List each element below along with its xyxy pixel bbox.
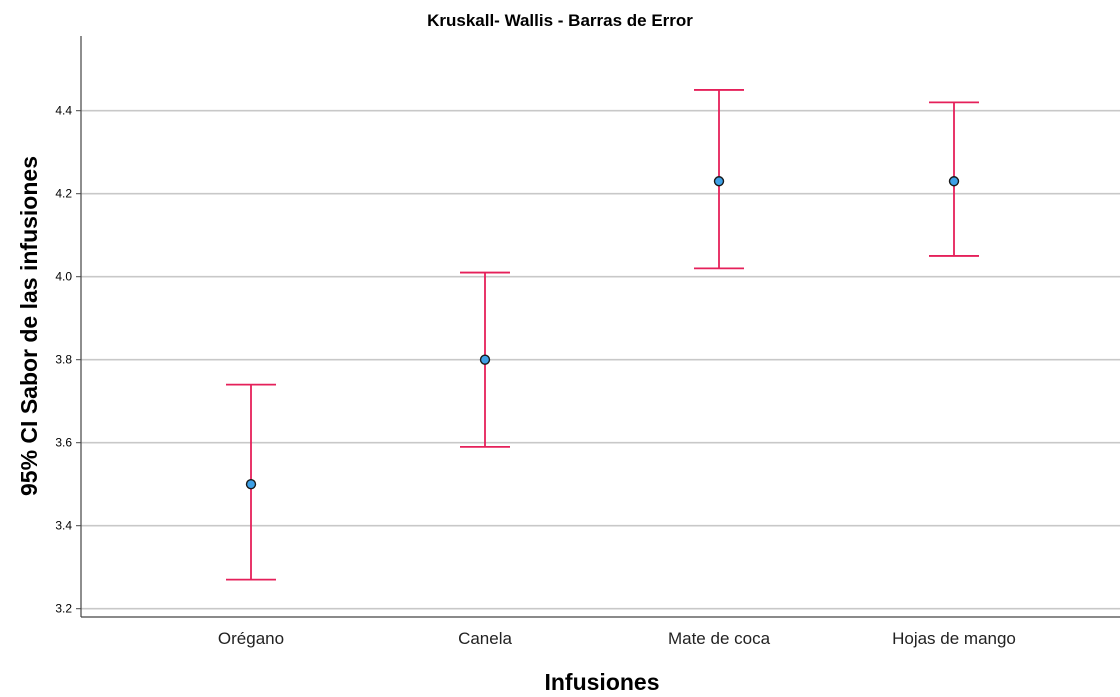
y-tick-label: 4.4	[55, 104, 72, 118]
gridlines	[81, 109, 1120, 610]
y-axis-ticks: 3.2 3.4 3.6 3.8 4.0 4.2 4.4	[55, 104, 81, 616]
error-bar-group	[460, 271, 510, 448]
x-tick-label: Hojas de mango	[892, 629, 1016, 648]
error-bars	[226, 89, 979, 581]
error-bar-group	[929, 101, 979, 257]
mean-point	[479, 354, 491, 365]
x-axis-ticks: Orégano Canela Mate de coca Hojas de mango	[218, 629, 1016, 648]
x-tick-label: Canela	[458, 629, 512, 648]
mean-point	[713, 176, 725, 187]
x-tick-label: Orégano	[218, 629, 284, 648]
error-bar-group	[226, 383, 276, 581]
y-tick-label: 3.8	[55, 353, 72, 367]
mean-point	[948, 176, 960, 187]
y-tick-label: 4.2	[55, 187, 72, 201]
y-tick-label: 3.6	[55, 436, 72, 450]
y-tick-label: 4.0	[55, 270, 72, 284]
chart-title: Kruskall- Wallis - Barras de Error	[427, 11, 693, 30]
y-tick-label: 3.4	[55, 519, 72, 533]
x-tick-label: Mate de coca	[668, 629, 771, 648]
error-bar-group	[694, 89, 744, 270]
y-axis-label: 95% CI Sabor de las infusiones	[16, 156, 42, 496]
mean-point	[245, 479, 257, 490]
y-tick-label: 3.2	[55, 602, 72, 616]
x-axis-label: Infusiones	[544, 669, 659, 695]
